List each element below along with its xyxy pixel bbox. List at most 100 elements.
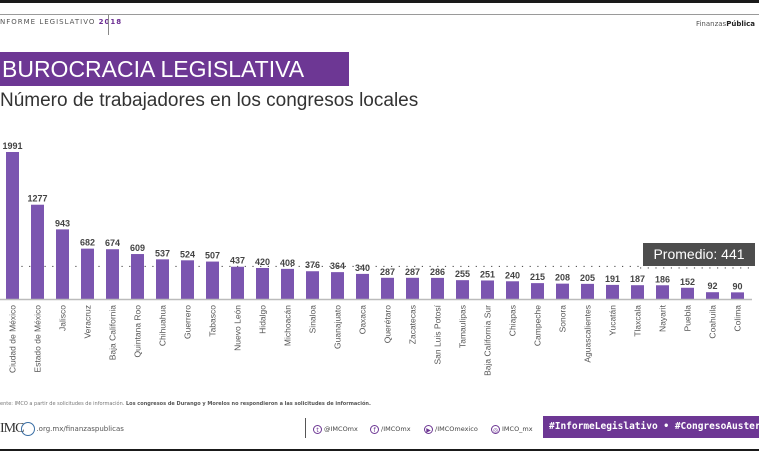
- bar-value-label: 674: [105, 238, 120, 248]
- bar-value-label: 340: [355, 263, 370, 273]
- category-label: Tabasco: [208, 305, 218, 337]
- section-name-bold: Pública: [726, 20, 755, 28]
- bar-value-label: 208: [555, 273, 570, 283]
- social-label: @IMCOmx: [324, 425, 358, 433]
- bar-value-label: 251: [480, 269, 495, 279]
- social-label: IMCO_mx: [502, 425, 533, 433]
- category-label: Zacatecas: [408, 305, 418, 344]
- facebook-icon: f: [370, 424, 379, 434]
- category-label: Ciudad de México: [8, 305, 18, 373]
- category-label: Tamaulipas: [458, 305, 468, 348]
- bar-value-label: 215: [530, 272, 545, 282]
- youtube-icon: ▶: [424, 424, 433, 434]
- instagram-icon: ◎: [491, 424, 500, 434]
- hashtags-banner[interactable]: #InformeLegislativo • #CongresoAustero: [543, 416, 759, 438]
- category-label: Puebla: [683, 305, 693, 332]
- category-label: Chiapas: [508, 305, 518, 336]
- logo-url[interactable]: .org.mx/finanzaspublicas: [36, 425, 124, 433]
- bar: [431, 277, 444, 299]
- category-label: Guanajuato: [333, 305, 343, 349]
- page-title: BUROCRACIA LEGISLATIVA: [0, 52, 349, 86]
- bar-value-label: 90: [732, 281, 742, 291]
- category-label: Coahuila: [708, 305, 718, 339]
- category-label: Sonora: [558, 305, 568, 333]
- bar-value-label: 943: [55, 218, 70, 228]
- bar-value-label: 682: [80, 238, 95, 248]
- bar-value-label: 524: [180, 249, 195, 259]
- bar: [456, 280, 469, 299]
- bar: [681, 287, 694, 299]
- bar: [731, 292, 744, 299]
- bar: [331, 272, 344, 299]
- category-label: Sinaloa: [308, 305, 318, 334]
- page-subtitle: Número de trabajadores en los congresos …: [0, 90, 419, 111]
- category-label: Campeche: [533, 305, 543, 346]
- category-label: Estado de México: [33, 305, 43, 373]
- category-label: Aguascalientes: [583, 305, 593, 363]
- bar-value-label: 287: [380, 267, 395, 277]
- imco-logo[interactable]: IMC .org.mx/finanzaspublicas: [0, 421, 124, 437]
- bar: [631, 285, 644, 299]
- section-name: FinanzasPública: [696, 20, 755, 28]
- bar-value-label: 376: [305, 260, 320, 270]
- bar: [181, 260, 194, 299]
- bar: [581, 283, 594, 299]
- logo-text: IMC: [0, 421, 24, 436]
- bar-value-label: 255: [455, 269, 470, 279]
- category-label: Michoacán: [283, 305, 293, 346]
- category-label: Tlaxcala: [633, 305, 643, 337]
- category-label: Oaxaca: [358, 305, 368, 335]
- category-label: Baja California Sur: [483, 305, 493, 376]
- bar-value-label: 287: [405, 267, 420, 277]
- bars-group: 1991 Ciudad de México 1277 Estado de México…: [2, 141, 744, 376]
- header-divider: [108, 15, 109, 35]
- category-label: Veracruz: [83, 305, 93, 339]
- bar-value-label: 205: [580, 273, 595, 283]
- social-instagram[interactable]: ◎ IMCO_mx: [491, 423, 533, 435]
- bottom-border: [0, 449, 759, 451]
- bar-value-label: 152: [680, 277, 695, 287]
- bar: [256, 267, 269, 299]
- bar: [481, 280, 494, 299]
- bar: [606, 284, 619, 299]
- bar: [356, 273, 369, 299]
- report-year: 2018: [98, 18, 123, 26]
- bar: [206, 261, 219, 299]
- bar: [56, 229, 69, 299]
- bar: [281, 268, 294, 299]
- category-label: Guerrero: [183, 305, 193, 339]
- report-name: NFORME LEGISLATIVO: [0, 18, 96, 26]
- category-label: Quintana Roo: [133, 305, 143, 358]
- bar-value-label: 364: [330, 261, 345, 271]
- source-prefix: ente: IMCO a partir de solicitudes de in…: [0, 401, 125, 407]
- bar: [131, 254, 144, 299]
- bar: [706, 292, 719, 299]
- bar-value-label: 507: [205, 251, 220, 261]
- category-label: Yucatán: [608, 305, 618, 336]
- bar-value-label: 187: [630, 274, 645, 284]
- category-label: Querétaro: [383, 305, 393, 344]
- social-facebook[interactable]: f/IMCOmx: [370, 423, 411, 435]
- social-youtube[interactable]: ▶/IMCOmexico: [424, 423, 478, 435]
- footer-divider: [305, 418, 306, 438]
- bar: [231, 266, 244, 299]
- bar: [31, 204, 44, 299]
- bar-value-label: 1991: [2, 141, 22, 151]
- average-badge: Promedio: 441: [643, 243, 755, 266]
- bar-value-label: 437: [230, 256, 245, 266]
- bar-value-label: 420: [255, 257, 270, 267]
- bar: [381, 277, 394, 299]
- category-label: Jalisco: [58, 305, 68, 331]
- bar-value-label: 609: [130, 243, 145, 253]
- bar-value-label: 408: [280, 258, 295, 268]
- social-twitter[interactable]: t @IMCOmx: [313, 423, 358, 435]
- category-label: San Luis Potosí: [433, 304, 443, 364]
- category-label: Chihuahua: [158, 305, 168, 346]
- category-label: Hidalgo: [258, 305, 268, 334]
- bar-value-label: 186: [655, 274, 670, 284]
- bar: [306, 271, 319, 299]
- bar: [531, 283, 544, 299]
- social-label: /IMCOmexico: [435, 425, 478, 433]
- bar: [506, 281, 519, 299]
- bar-chart: 1991 Ciudad de México 1277 Estado de México…: [0, 141, 755, 376]
